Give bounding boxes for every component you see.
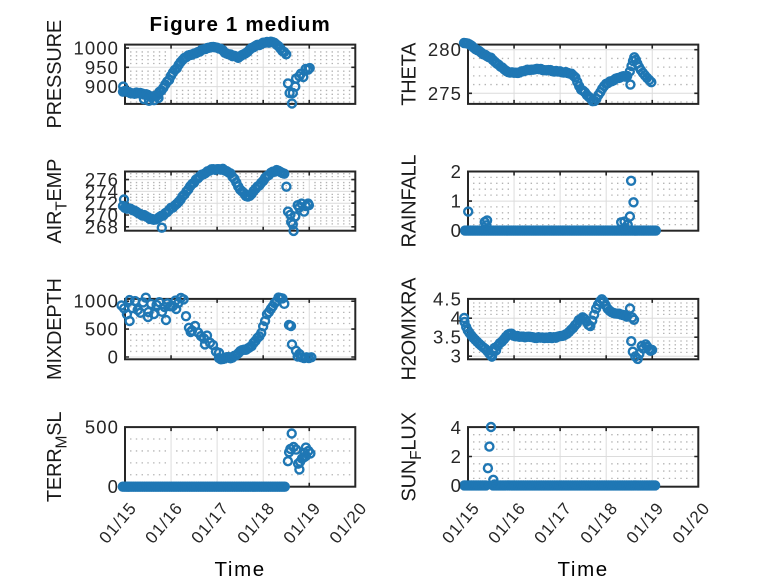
svg-text:1000: 1000 (73, 38, 119, 59)
svg-text:H2OMIXRA: H2OMIXRA (399, 277, 421, 381)
svg-text:280: 280 (428, 39, 462, 60)
svg-text:AIRT​EMP: AIRT​EMP (44, 159, 71, 244)
svg-text:Time: Time (215, 558, 266, 581)
svg-text:950: 950 (85, 57, 119, 78)
svg-text:PRESSURE: PRESSURE (44, 20, 66, 128)
svg-text:270: 270 (85, 205, 119, 226)
svg-text:0: 0 (108, 347, 119, 368)
svg-text:Figure 1 medium: Figure 1 medium (150, 13, 331, 36)
svg-text:Time: Time (558, 558, 609, 581)
svg-text:4.5: 4.5 (433, 289, 462, 310)
svg-text:3.5: 3.5 (433, 327, 462, 348)
svg-text:4: 4 (451, 308, 462, 329)
svg-text:2: 2 (451, 161, 462, 182)
svg-text:2: 2 (451, 446, 462, 467)
svg-text:268: 268 (85, 216, 119, 237)
svg-text:500: 500 (85, 319, 119, 340)
svg-text:276: 276 (85, 169, 119, 190)
svg-text:RAINFALL: RAINFALL (399, 155, 421, 248)
svg-text:500: 500 (85, 417, 119, 438)
svg-text:THETA: THETA (399, 42, 421, 106)
svg-text:SUNF​LUX: SUNF​LUX (399, 412, 426, 501)
svg-text:1000: 1000 (73, 291, 119, 312)
svg-text:272: 272 (85, 193, 119, 214)
svg-text:0: 0 (451, 475, 462, 496)
svg-text:MIXDEPTH: MIXDEPTH (44, 278, 66, 380)
svg-text:0: 0 (451, 220, 462, 241)
svg-text:275: 275 (428, 83, 462, 104)
svg-text:3: 3 (451, 346, 462, 367)
svg-text:900: 900 (85, 76, 119, 97)
svg-text:TERRM​SL: TERRM​SL (44, 412, 71, 503)
svg-text:4: 4 (451, 417, 462, 438)
svg-text:1: 1 (451, 191, 462, 212)
svg-text:0: 0 (108, 476, 119, 497)
svg-text:274: 274 (85, 181, 119, 202)
